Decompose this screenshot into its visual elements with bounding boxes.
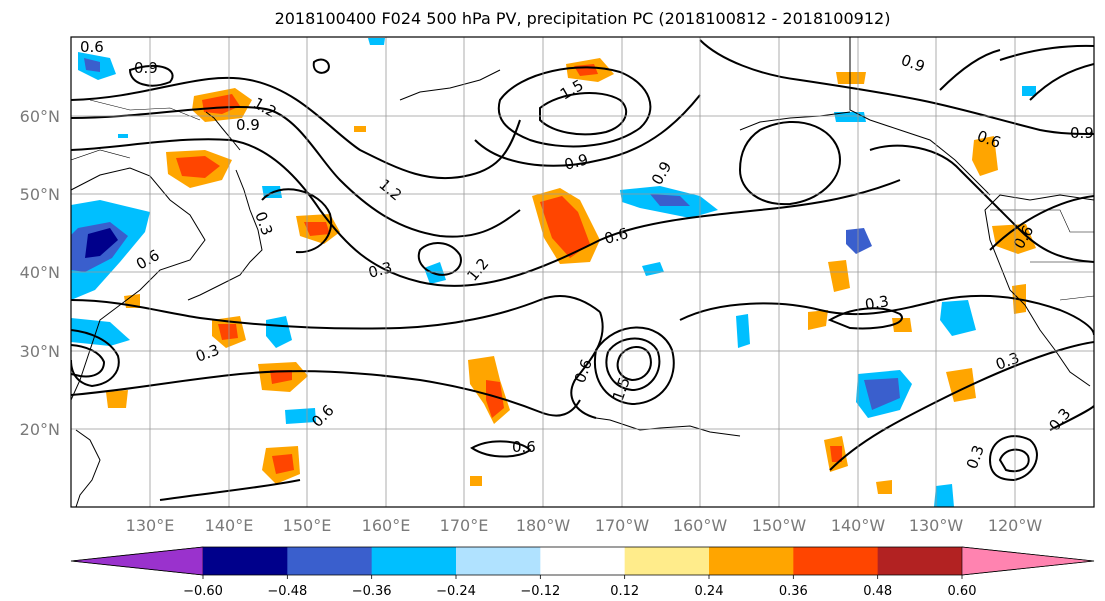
lon-label: 140°E	[205, 516, 254, 535]
colorbar-tick-label: 0.24	[695, 584, 724, 599]
lat-label: 20°N	[20, 420, 60, 439]
lon-labels: 130°E 140°E 150°E 160°E 170°E 180°W 170°…	[126, 516, 1043, 535]
colorbar-tick-label: −0.36	[352, 584, 392, 599]
contour-label: 0.9	[1070, 124, 1094, 142]
contour-label: 0.9	[134, 59, 158, 77]
lon-label: 130°E	[126, 516, 175, 535]
lat-label: 30°N	[20, 342, 60, 361]
lon-label: 160°W	[673, 516, 728, 535]
colorbar-tick-label: 0.36	[779, 584, 808, 599]
precip-shading	[71, 38, 1036, 507]
colorbar-extend-min	[70, 546, 204, 576]
colorbar-tick-label: −0.60	[183, 584, 223, 599]
contour-label: 0.3	[864, 292, 891, 314]
contour-label: 0.9	[236, 116, 260, 134]
contour-label: 0.3	[366, 258, 394, 282]
lat-label: 50°N	[20, 185, 60, 204]
contour-label: 0.6	[80, 38, 104, 56]
map-title: 2018100400 F024 500 hPa PV, precipitatio…	[274, 9, 891, 28]
colorbar-tick-label: 0.12	[610, 584, 639, 599]
lat-label: 60°N	[20, 107, 60, 126]
lon-label: 130°W	[909, 516, 964, 535]
colorbar-swatch	[287, 547, 373, 575]
colorbar-swatch	[793, 547, 879, 575]
colorbar-tick-label: −0.12	[520, 584, 560, 599]
colorbar-swatch	[877, 547, 963, 575]
lat-labels: 60°N 50°N 40°N 30°N 20°N	[20, 107, 60, 439]
pv-contours	[71, 39, 1094, 501]
plot-frame	[70, 36, 1095, 508]
lat-label: 40°N	[20, 263, 60, 282]
colorbar-swatch	[624, 547, 710, 575]
colorbar-tick-label: −0.48	[267, 584, 307, 599]
lon-label: 150°E	[283, 516, 332, 535]
lon-label: 160°E	[362, 516, 411, 535]
colorbar: −0.60 −0.48 −0.36 −0.24 −0.12 0.12 0.24 0.36 0.4…	[70, 546, 1095, 599]
gridlines	[71, 37, 1094, 507]
colorbar-swatch	[203, 547, 288, 575]
colorbar-tick-label: 0.60	[948, 584, 977, 599]
colorbar-swatch	[371, 547, 457, 575]
lon-label: 120°W	[988, 516, 1043, 535]
colorbar-tick-label: −0.24	[436, 584, 476, 599]
colorbar-tick-label: 0.48	[863, 584, 892, 599]
colorbar-swatch	[540, 547, 626, 575]
lon-label: 150°W	[752, 516, 807, 535]
lon-label: 170°E	[440, 516, 489, 535]
colorbar-swatch	[709, 547, 794, 575]
contour-label: 0.6	[512, 438, 536, 456]
lon-label: 170°W	[595, 516, 650, 535]
contour-label: 0.6	[602, 224, 630, 248]
contour-label: 0.9	[562, 150, 590, 174]
colorbar-swatch	[456, 547, 541, 575]
colorbar-extend-max	[961, 546, 1095, 576]
lon-label: 140°W	[831, 516, 886, 535]
lon-label: 180°W	[516, 516, 571, 535]
